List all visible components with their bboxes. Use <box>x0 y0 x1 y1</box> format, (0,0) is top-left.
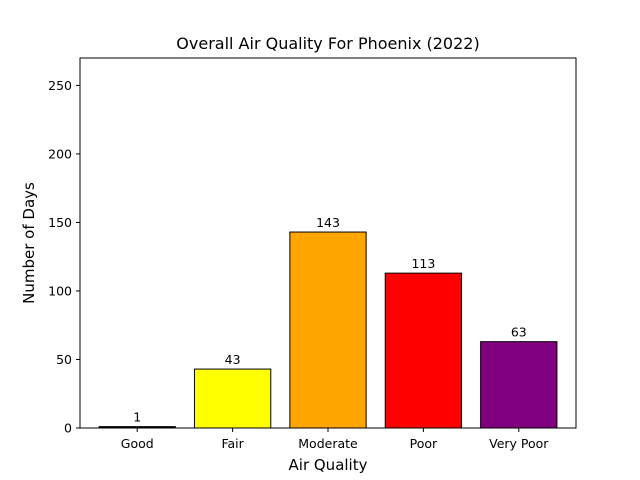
data-label-very-poor: 63 <box>511 325 527 340</box>
y-tick-label: 100 <box>48 283 72 298</box>
bar-fair <box>193 368 272 429</box>
y-tick-label: 50 <box>56 352 72 367</box>
y-tick-label: 200 <box>48 146 72 161</box>
data-label-good: 1 <box>133 410 141 425</box>
y-tick-label: 250 <box>48 78 72 93</box>
x-tick-label: Good <box>121 436 154 451</box>
x-axis: Good Fair Moderate Poor Very Poor <box>121 428 549 451</box>
data-label-fair: 43 <box>225 352 241 367</box>
chart-title: Overall Air Quality For Phoenix (2022) <box>176 34 479 53</box>
data-label-poor: 113 <box>411 256 435 271</box>
y-tick-label: 0 <box>64 421 72 436</box>
x-axis-label: Air Quality <box>289 456 368 474</box>
x-tick-label: Fair <box>221 436 244 451</box>
y-tick-label: 150 <box>48 215 72 230</box>
bar-very-poor <box>480 341 558 429</box>
x-tick-label: Moderate <box>298 436 358 451</box>
bar-poor <box>384 272 463 429</box>
y-axis: 0 50 100 150 200 250 <box>48 78 80 436</box>
bar-moderate <box>289 231 367 429</box>
x-tick-label: Poor <box>410 436 438 451</box>
y-axis-label: Number of Days <box>20 182 38 304</box>
data-label-moderate: 143 <box>316 215 340 230</box>
bars-group <box>98 231 558 429</box>
x-tick-label: Very Poor <box>489 436 549 451</box>
